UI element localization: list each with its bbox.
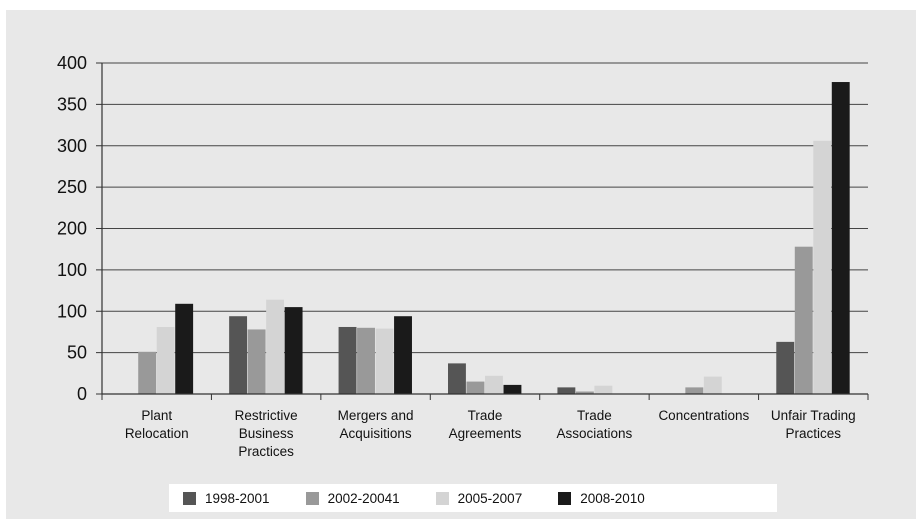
bar [813, 140, 832, 394]
y-tick-label: 400 [57, 53, 87, 73]
bar [594, 385, 613, 394]
x-category-label: Restrictive [235, 408, 298, 423]
y-tick-label: 0 [77, 384, 87, 404]
x-category-label: Acquisitions [340, 426, 412, 441]
y-tick-label: 100 [57, 260, 87, 280]
bar [394, 316, 412, 394]
x-category-label: Agreements [449, 426, 522, 441]
x-category-label: Practices [238, 444, 294, 459]
bar [703, 376, 722, 394]
bar [466, 381, 485, 394]
bar [448, 363, 466, 394]
x-category-label: Trade [468, 408, 503, 423]
legend-swatch [435, 491, 449, 505]
legend-label: 2002-20041 [327, 490, 400, 506]
legend-item: 2008-2010 [558, 491, 645, 506]
bar [485, 375, 503, 394]
bar [156, 326, 175, 394]
bar [375, 328, 394, 394]
y-tick-label: 350 [57, 94, 87, 114]
bar [794, 246, 813, 394]
legend-item: 2002-20041 [305, 490, 400, 506]
x-category-label: Plant [141, 408, 172, 423]
y-tick-label: 100 [57, 301, 87, 321]
x-category-label: Relocation [125, 426, 189, 441]
x-category-label: Business [239, 426, 294, 441]
bar-chart: 0 50 100 100 200 250 300 350 400 Plant Relocation… [57, 53, 869, 459]
bar [138, 351, 157, 394]
legend-item: 1998-2001 [183, 491, 270, 506]
bar [175, 303, 194, 394]
y-tick-label: 300 [57, 136, 87, 156]
legend-label: 1998-2001 [205, 490, 270, 506]
bar [284, 307, 303, 394]
x-category-label: Trade [577, 408, 612, 423]
x-category-label: Practices [786, 426, 842, 441]
y-tick-label: 200 [57, 219, 87, 239]
x-category-label: Mergers and [338, 408, 414, 423]
legend-swatch [558, 491, 572, 505]
bar [357, 327, 375, 394]
x-category-label: Concentrations [658, 408, 749, 423]
bar [575, 391, 594, 394]
legend-item: 2005-2007 [435, 490, 523, 506]
x-category-label: Unfair Trading [771, 408, 856, 423]
bar [266, 299, 285, 394]
bar [247, 329, 266, 394]
bar [503, 384, 522, 394]
y-tick-label: 50 [67, 343, 87, 363]
bar [557, 387, 576, 394]
bar [338, 326, 357, 394]
legend-label: 2005-2007 [457, 490, 523, 506]
legend: 1998-2001 2002-20041 2005-2007 2008-2010 [169, 484, 777, 512]
bar [229, 316, 248, 394]
x-category-label: Associations [557, 426, 633, 441]
chart-area: 0 50 100 100 200 250 300 350 400 Plant Relocation… [6, 10, 916, 519]
legend-swatch [305, 491, 319, 505]
legend-swatch [183, 491, 196, 505]
legend-label: 2008-2010 [580, 490, 645, 506]
bar [831, 82, 850, 394]
bar [776, 341, 795, 394]
y-tick-label: 250 [57, 177, 87, 197]
bar [685, 387, 704, 394]
